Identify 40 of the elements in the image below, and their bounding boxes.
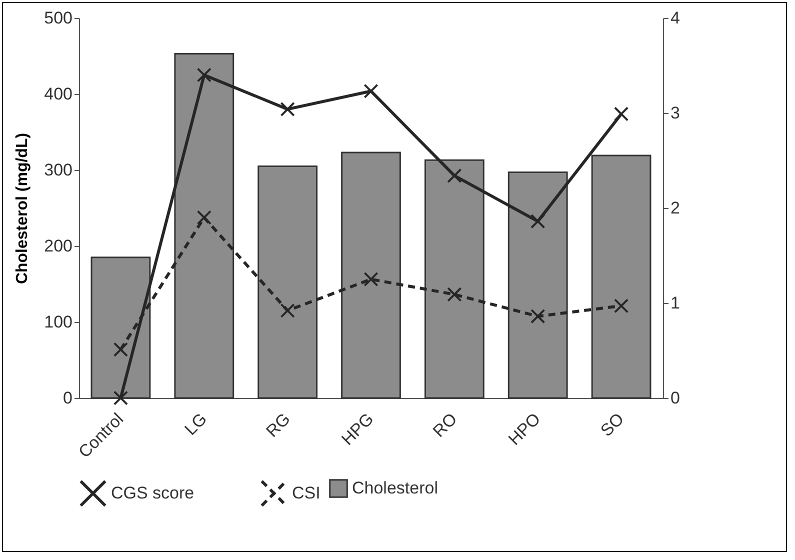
y2-tick-label: 1: [670, 294, 680, 312]
bar: [424, 159, 484, 399]
y-tick-label: 300: [44, 160, 72, 180]
point: [447, 168, 462, 184]
point: [614, 106, 629, 122]
point: [113, 390, 128, 406]
point: [530, 214, 546, 229]
bar: [90, 256, 151, 399]
point: [614, 298, 629, 314]
y-axis-title: Cholesterol (mg/dL): [14, 132, 32, 284]
legend-label: CSI: [292, 483, 320, 502]
point: [280, 102, 295, 117]
point: [364, 272, 378, 287]
point: [364, 84, 378, 98]
point: [113, 342, 128, 357]
bar: [174, 52, 234, 399]
point: [196, 68, 212, 82]
y-tick-label: 400: [44, 84, 72, 104]
x-tick-label: LG: [181, 409, 211, 439]
y2-tick-label: 2: [670, 198, 680, 218]
y-tick-label: 100: [44, 312, 72, 332]
point: [530, 308, 546, 324]
y2-tick-label: 4: [670, 8, 680, 28]
point: [280, 303, 295, 318]
x-tick-label: RO: [429, 409, 461, 441]
legend-label: Cholesterol: [352, 478, 438, 498]
x-tick-label: RG: [262, 409, 294, 441]
bar: [508, 172, 568, 399]
y-tick-label: 200: [44, 236, 72, 256]
y-tick-label: 0: [63, 388, 72, 408]
y2-tick-label: 0: [670, 388, 680, 408]
x-tick-label: SO: [596, 409, 628, 440]
y2-tick-label: 3: [670, 104, 680, 122]
bar: [591, 154, 652, 399]
bar: [341, 152, 401, 399]
bar: [258, 165, 318, 399]
legend-label: CGS score: [111, 483, 194, 502]
point: [447, 287, 462, 302]
point: [196, 210, 212, 225]
y-tick-label: 500: [44, 8, 72, 28]
